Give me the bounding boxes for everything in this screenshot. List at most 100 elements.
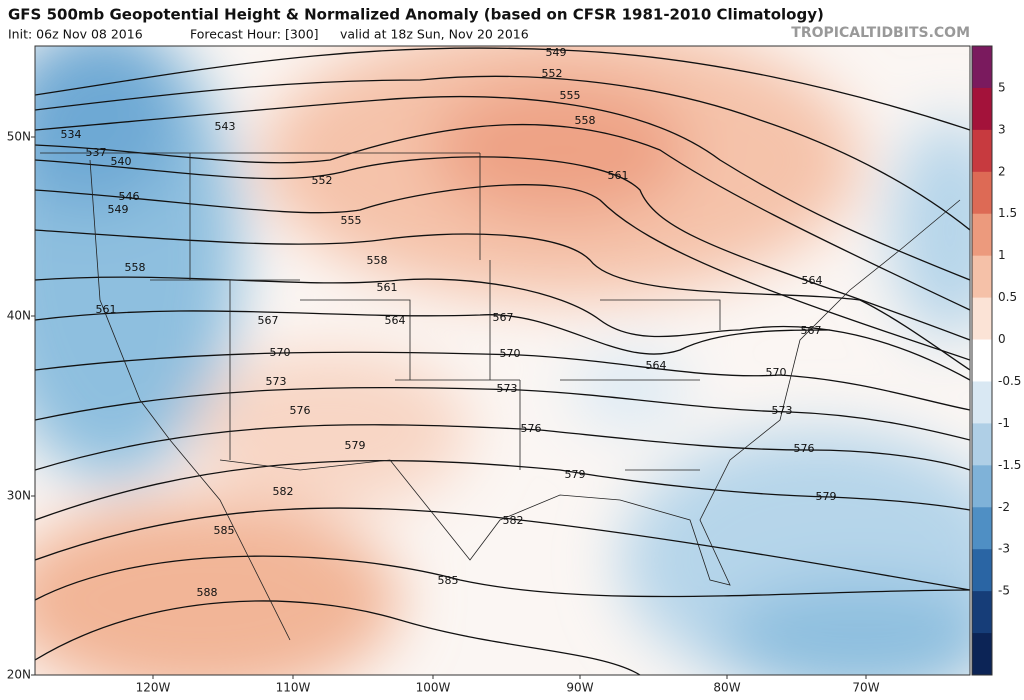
contour-label: 558 — [575, 114, 596, 127]
colorbar-label: 0 — [998, 332, 1006, 346]
contour-line — [35, 229, 970, 371]
anomaly-shading — [35, 46, 970, 675]
colorbar-label: 3 — [998, 122, 1006, 136]
contour-line — [35, 47, 970, 131]
contour-label: 564 — [385, 314, 406, 327]
contour-line — [35, 95, 970, 281]
contour-label: 561 — [96, 303, 117, 316]
colorbar-swatch — [972, 339, 992, 382]
contour-label: 579 — [345, 439, 366, 452]
contour-line — [35, 351, 970, 411]
contour-label: 534 — [61, 128, 82, 141]
longitude-label: 80W — [713, 681, 740, 695]
latitude-label: 30N — [7, 489, 31, 503]
latitude-label: 50N — [7, 130, 31, 144]
colorbar-swatch — [972, 549, 992, 592]
colorbar-swatch — [972, 507, 992, 550]
colorbar-label: 1.5 — [998, 206, 1017, 220]
contour-label: 567 — [801, 324, 822, 337]
contour-label: 564 — [646, 359, 667, 372]
contour-label: 555 — [341, 214, 362, 227]
contour-line — [35, 507, 970, 591]
contour-label: 561 — [608, 169, 629, 182]
longitude-label: 70W — [852, 681, 879, 695]
contour-label: 573 — [772, 404, 793, 417]
contour-label: 558 — [125, 261, 146, 274]
contour-line — [35, 386, 970, 441]
contour-label: 582 — [273, 485, 294, 498]
longitude-label: 90W — [566, 681, 593, 695]
colorbar-swatch — [972, 213, 992, 257]
contour-line — [35, 424, 970, 471]
contour-label: 588 — [197, 586, 218, 599]
colorbar-swatch — [972, 171, 992, 215]
contour-label: 552 — [312, 174, 333, 187]
contour-line — [35, 460, 970, 521]
colorbar-label: -1 — [998, 416, 1010, 430]
contour-label: 576 — [521, 422, 542, 435]
contour-label: 537 — [86, 146, 107, 159]
contour-label: 546 — [119, 190, 140, 203]
contour-label: 549 — [108, 203, 129, 216]
longitude-label: 100W — [416, 681, 451, 695]
colorbar-label: 5 — [998, 80, 1006, 94]
colorbar-swatch — [972, 591, 992, 634]
contour-line — [35, 156, 970, 341]
contour-line — [35, 310, 831, 355]
colorbar-frame — [971, 45, 993, 676]
colorbar-label: -2 — [998, 500, 1010, 514]
colorbar-label: -5 — [998, 584, 1010, 598]
contour-label: 555 — [560, 89, 581, 102]
contour-label: 543 — [215, 120, 236, 133]
colorbar-swatch — [972, 465, 992, 508]
height-contours — [35, 47, 970, 675]
colorbar-swatch — [972, 87, 992, 131]
colorbar-label: -0.5 — [998, 374, 1021, 388]
latitude-label: 40N — [7, 309, 31, 323]
latitude-label: 20N — [7, 668, 31, 682]
contour-label: 582 — [503, 514, 524, 527]
contour-label: 567 — [258, 314, 279, 327]
forecast-hour: Forecast Hour: [300] — [190, 27, 319, 42]
contour-label: 570 — [270, 346, 291, 359]
colorbar-swatch — [972, 46, 992, 89]
contour-label: 576 — [794, 442, 815, 455]
contour-line — [35, 123, 970, 311]
contour-label: 564 — [802, 274, 823, 287]
contour-label: 579 — [565, 468, 586, 481]
colorbar-label: 2 — [998, 164, 1006, 178]
colorbar-label: 0.5 — [998, 290, 1017, 304]
colorbar-label: -3 — [998, 542, 1010, 556]
contour-label: 561 — [377, 281, 398, 294]
longitude-label: 120W — [136, 681, 171, 695]
longitude-label: 110W — [276, 681, 311, 695]
contour-label: 585 — [438, 574, 459, 587]
contour-line — [35, 184, 970, 361]
colorbar-swatch — [972, 129, 992, 173]
site-name: TROPICALTIDBITS.COM — [791, 25, 970, 41]
contour-label: 576 — [290, 404, 311, 417]
contour-label: 567 — [493, 311, 514, 324]
contour-label: 549 — [546, 46, 567, 59]
contour-line — [35, 75, 970, 231]
map-frame — [34, 45, 971, 676]
valid-time: valid at 18z Sun, Nov 20 2016 — [340, 27, 529, 42]
colorbar-swatch — [972, 381, 992, 424]
borders — [40, 152, 961, 641]
contour-line — [35, 600, 641, 675]
contour-line — [35, 276, 970, 381]
contour-line — [35, 555, 970, 601]
colorbar-swatch — [972, 255, 992, 299]
colorbar-swatch — [972, 297, 992, 341]
contour-label: 570 — [766, 366, 787, 379]
colorbar-label: -1.5 — [998, 458, 1021, 472]
contour-label: 579 — [816, 490, 837, 503]
contour-label: 573 — [266, 375, 287, 388]
colorbar-swatch — [972, 423, 992, 466]
contour-label: 570 — [500, 347, 521, 360]
colorbar-label: 1 — [998, 248, 1006, 262]
contour-label: 552 — [542, 67, 563, 80]
title: GFS 500mb Geopotential Height & Normaliz… — [8, 6, 824, 24]
init-time: Init: 06z Nov 08 2016 — [8, 27, 143, 42]
